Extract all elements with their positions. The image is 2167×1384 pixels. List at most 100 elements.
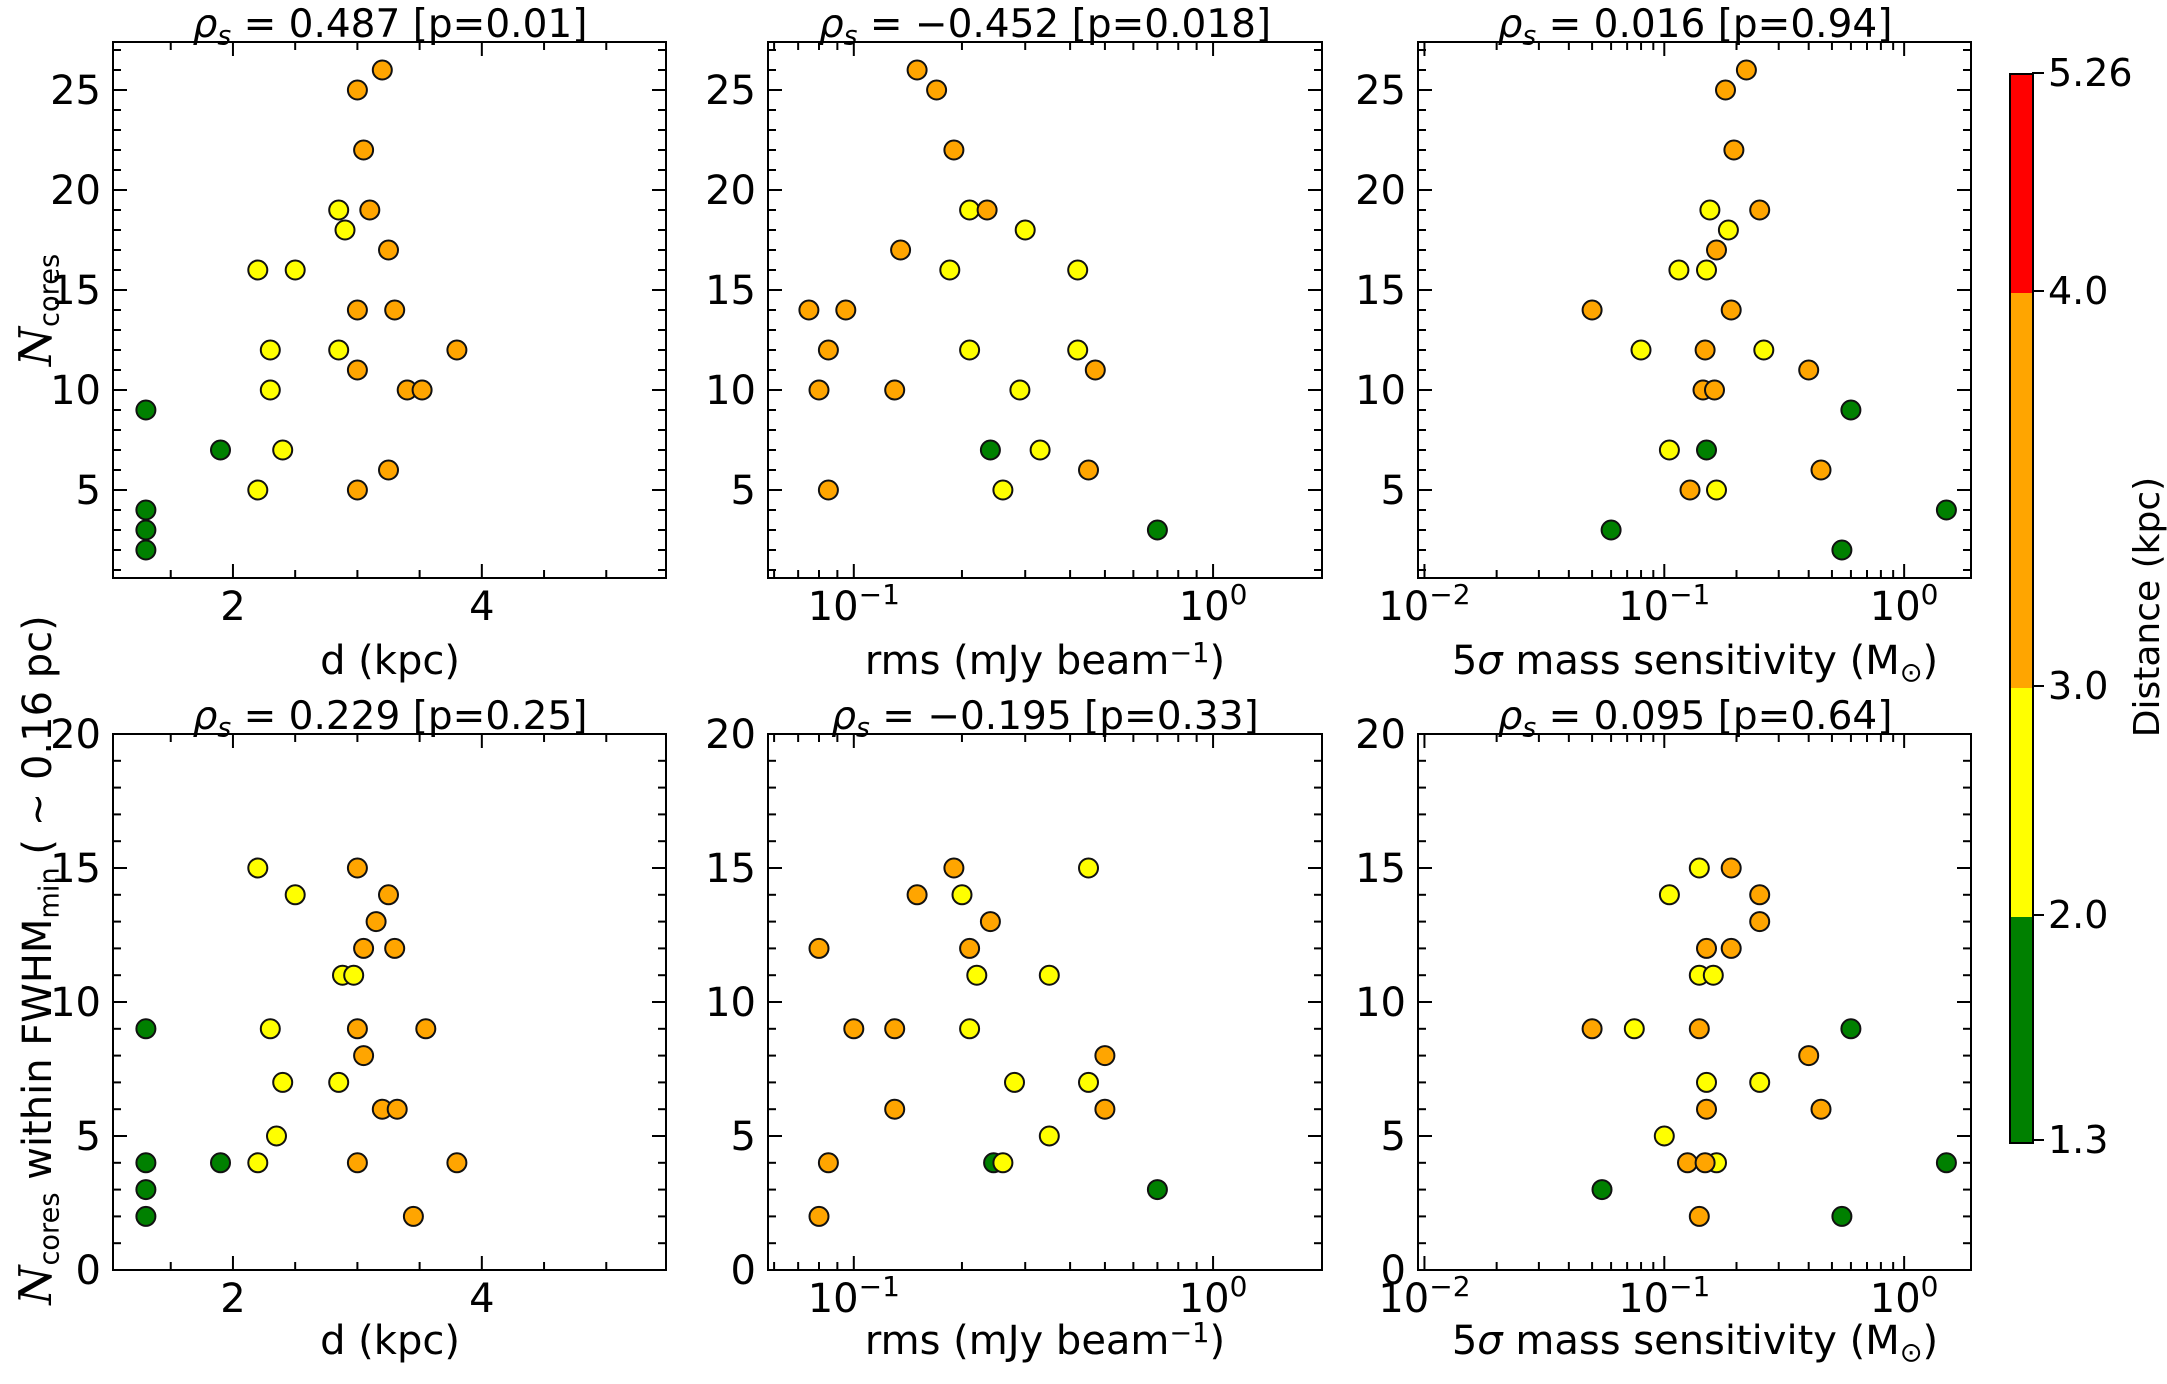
scatter-point (135, 1205, 157, 1227)
x-tick-label: 100 (1870, 578, 1939, 630)
y-tick-label: 0 (76, 1248, 101, 1294)
colorbar-axis-label: Distance (kpc) (2126, 407, 2167, 807)
scatter-point (346, 1152, 368, 1174)
scatter-point (1696, 1098, 1717, 1120)
panel-ncores-vs-distance: 2 4 25 20 15 10 5 (50, 41, 667, 630)
label-segment: 5 (1451, 638, 1478, 684)
y-tick-label: 20 (705, 712, 756, 758)
scatter-point (1658, 439, 1680, 461)
x-tick-label: 10−1 (1618, 1270, 1710, 1322)
scatter-point (353, 139, 375, 161)
plot-frame (767, 733, 1323, 1271)
scatter-point (884, 379, 906, 401)
scatter-point (353, 1045, 375, 1067)
y-tick-label: 20 (50, 712, 101, 758)
scatter-point (1723, 139, 1745, 161)
scatter-point (1798, 359, 1820, 381)
plot-frame (1417, 733, 1972, 1271)
scatter-point (992, 1152, 1014, 1174)
colorbar-tick-label: 3.0 (2048, 664, 2109, 708)
scatter-point (926, 79, 948, 101)
scatter-point (1706, 239, 1727, 261)
y-tick-label: 15 (1355, 268, 1406, 314)
scatter-point (808, 937, 830, 959)
x-tick-label: 2 (220, 1276, 245, 1322)
scatter-point (378, 459, 399, 481)
scatter-point (959, 1018, 981, 1040)
scatter-point (272, 1071, 294, 1093)
y-tick-label: 20 (705, 168, 756, 214)
colorbar-tick (2032, 914, 2044, 916)
scatter-point (1696, 439, 1717, 461)
scatter-point (247, 479, 269, 501)
scatter-point (1702, 964, 1724, 986)
scatter-point (976, 199, 998, 221)
label-segment: ρ (831, 694, 857, 739)
scatter-point (1749, 884, 1771, 906)
scatter-point (378, 239, 399, 261)
scatter-point (1658, 884, 1680, 906)
scatter-point (346, 79, 368, 101)
colorbar-tick (2032, 1139, 2044, 1141)
label-segment: ) (1922, 1318, 1939, 1364)
scatter-point (798, 299, 820, 321)
scatter-point (1679, 479, 1701, 501)
panel6-title: ρs = 0.095 [p=0.64] (1345, 694, 2045, 743)
scatter-point (1749, 1071, 1771, 1093)
scatter-point (1688, 1205, 1710, 1227)
scatter-point (210, 439, 231, 461)
scatter-point (835, 299, 857, 321)
panel-ncores-fwhm-vs-distance: 2 4 20 15 10 5 0 (50, 712, 667, 1322)
label-segment: 5 (1451, 1318, 1478, 1364)
y-tick-label: 10 (50, 368, 101, 414)
y-tick-label: 10 (1355, 980, 1406, 1026)
scatter-point (247, 857, 269, 879)
scatter-point (415, 1018, 437, 1040)
scatter-point (371, 59, 393, 81)
scatter-point (259, 1018, 281, 1040)
scatter-point (1696, 1071, 1717, 1093)
label-segment: ρ (192, 694, 218, 739)
scatter-point (884, 1098, 906, 1120)
y-tick-label: 10 (705, 368, 756, 414)
panel2-xlabel: rms (mJy beam−1) (795, 638, 1295, 684)
scatter-point (328, 339, 350, 361)
x-tick-label: 10−1 (808, 578, 900, 630)
scatter-point (979, 911, 1001, 933)
y-tick-label: 15 (1355, 846, 1406, 892)
y-tick-label: 0 (731, 1248, 756, 1294)
x-tick-label: 10−1 (808, 1270, 900, 1322)
label-segment: ρ (818, 2, 844, 47)
scatter-point (247, 1152, 269, 1174)
x-tick-label: 100 (1179, 578, 1248, 630)
scatter-point (402, 1205, 424, 1227)
label-segment: = −0.195 [p=0.33] (869, 694, 1259, 739)
scatter-point (906, 884, 928, 906)
scatter-point (346, 359, 368, 381)
y-tick-label: 5 (76, 1114, 101, 1160)
y-tick-label: 5 (1381, 1114, 1406, 1160)
y-tick-label: 5 (731, 1114, 756, 1160)
scatter-point (1600, 519, 1622, 541)
scatter-point (411, 379, 433, 401)
scatter-point (1935, 499, 1957, 521)
scatter-point (334, 219, 356, 241)
scatter-point (259, 339, 281, 361)
scatter-point (272, 439, 294, 461)
scatter-point (346, 857, 368, 879)
label-segment: σ (1477, 638, 1503, 684)
scatter-point (1720, 299, 1742, 321)
label-segment: σ (1477, 1318, 1503, 1364)
scatter-point (1014, 219, 1036, 241)
panel1-title: ρs = 0.487 [p=0.01] (40, 2, 740, 51)
label-segment: ⊙ (1899, 657, 1923, 689)
scatter-point (817, 339, 839, 361)
label-segment: −1 (1169, 638, 1210, 669)
scatter-point (1694, 1152, 1716, 1174)
scatter-point (1623, 1018, 1645, 1040)
scatter-point (1749, 199, 1771, 221)
scatter-point (1009, 379, 1031, 401)
colorbar-tick (2032, 72, 2044, 74)
scatter-point (906, 59, 928, 81)
